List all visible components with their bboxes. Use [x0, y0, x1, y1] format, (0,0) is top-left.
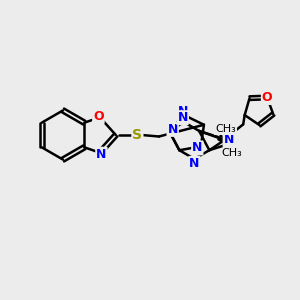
- Text: N: N: [178, 105, 188, 118]
- Text: CH₃: CH₃: [215, 124, 236, 134]
- Text: N: N: [189, 157, 200, 170]
- Text: N: N: [224, 134, 234, 146]
- Text: CH₃: CH₃: [222, 148, 242, 158]
- Text: S: S: [132, 128, 142, 142]
- Text: N: N: [96, 148, 106, 161]
- Text: N: N: [192, 141, 202, 154]
- Text: O: O: [262, 91, 272, 104]
- Text: N: N: [177, 111, 188, 124]
- Text: O: O: [93, 110, 104, 123]
- Text: N: N: [167, 123, 178, 136]
